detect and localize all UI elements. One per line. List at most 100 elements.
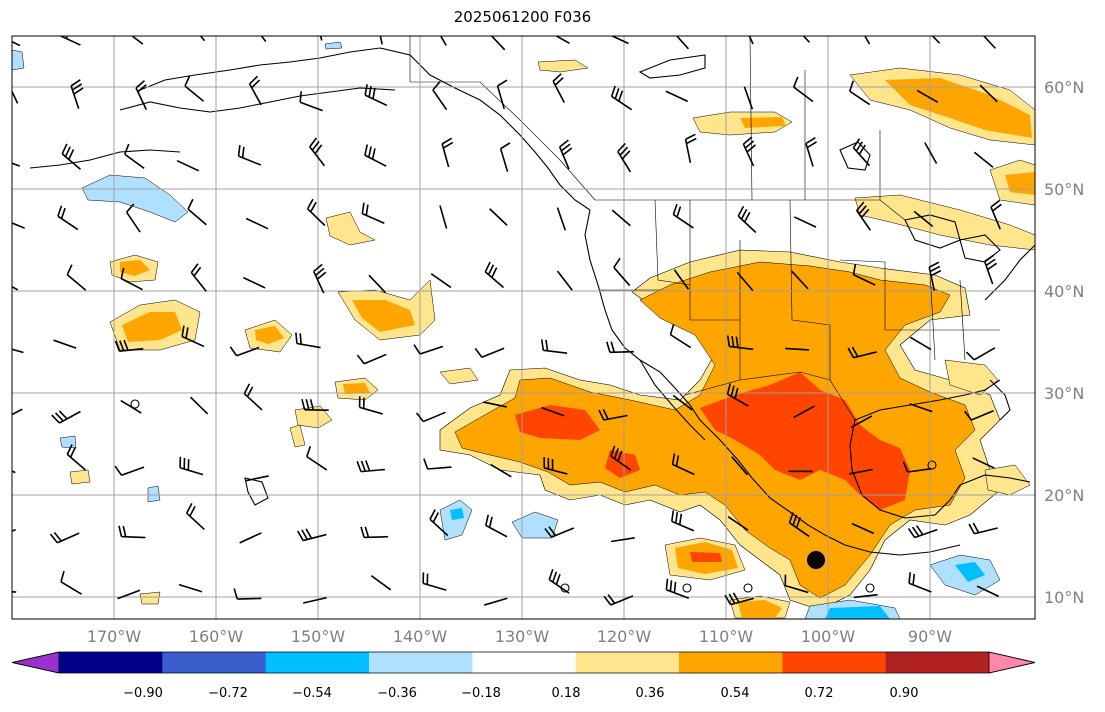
wind-barb-icon [610,85,633,111]
wind-barb-icon [125,203,141,233]
wind-barb-icon [51,410,81,424]
anomaly-area-weak [854,194,1035,251]
wind-barb-icon [665,90,689,103]
wind-barb-icon [485,514,508,538]
lat-label: 20°N [1044,486,1084,505]
wind-barb-icon [990,199,1002,230]
wind-barb-icon [675,36,689,50]
colorbar-label: −0.36 [377,686,417,701]
wind-barb-icon [792,76,814,103]
wind-barb-icon [556,270,573,291]
map-title: 2025061200 F036 [453,8,592,26]
wind-barb-icon [484,597,508,606]
wind-barb-icon [243,276,266,289]
wind-barb-icon [429,509,449,537]
colorbar-segment [369,652,473,673]
wind-barb-icon [422,572,447,591]
anomaly-area-strong [690,552,722,562]
wind-barb-icon [669,323,692,349]
lon-label: 130°W [495,627,550,646]
anomaly-area-negative-strong [825,606,890,619]
wind-barb-icon [306,445,328,471]
wind-barb-icon [190,263,207,292]
wind-barb-icon [540,339,568,354]
wind-barb-icon [908,572,932,593]
wind-barb-icon [295,332,321,349]
wind-barb-icon [439,36,447,46]
wind-barb-icon [742,136,756,167]
wind-barb-icon [309,137,326,167]
wind-barb-icon [114,339,144,353]
wind-barb-icon [665,578,690,600]
wind-barb-icon [186,503,205,531]
wind-barb-icon [432,81,448,111]
latitude-labels: 60°N 50°N 40°N 30°N 20°N 10°N [1044,78,1084,607]
wind-barb-icon [973,151,994,168]
colorbar-segment [472,652,577,673]
colorbar-label: 0.90 [890,686,919,701]
wind-barb-icon [982,36,996,49]
anomaly-area-moderate [740,117,786,128]
lon-label: 140°W [393,627,448,646]
colorbar-label: 0.36 [636,686,665,701]
anomaly-area-negative [59,435,77,449]
wind-barb-icon [724,592,754,606]
wind-barb-icon [737,206,757,234]
wind-barb-icon [260,36,267,43]
wind-barb-icon [902,461,932,473]
colorbar-segment [59,652,163,673]
anomaly-area-weak [289,424,306,448]
lon-label: 90°W [908,627,952,646]
wind-barb-icon [364,84,388,107]
anomaly-area-strong [515,405,600,440]
wind-barb-icon [496,79,508,110]
anomaly-area-moderate [120,260,150,276]
wind-barb-icon [802,36,810,43]
wind-barb-icon [726,335,754,351]
wind-barb-icon [66,264,87,291]
colorbar-label: −0.54 [292,686,332,701]
wind-barb-icon [916,89,939,104]
anomaly-area-moderate [343,383,370,394]
anomaly-area-weak [69,469,91,485]
wind-barb-icon [907,525,938,539]
wind-barb-icon [924,142,938,164]
anomaly-area-weak [325,211,376,246]
anomaly-area-weak [439,367,479,385]
wind-barb-icon [490,463,512,478]
map-panel [12,36,1035,619]
wind-barb-icon [356,353,387,365]
wind-barb-icon [983,254,998,285]
wind-barb-icon [12,285,19,291]
wind-barb-icon [499,142,511,172]
wind-barb-icon [672,394,693,411]
anomaly-area-weak [984,464,1031,496]
wind-barb-icon [736,271,754,292]
wind-barb-icon [617,142,632,173]
wind-barb-icon [484,261,505,289]
wind-barb-icon [483,401,507,408]
wind-barb-icon [541,406,565,417]
wind-barb-icon [243,383,263,411]
wind-barb-icon [12,222,25,229]
wind-barb-icon [70,79,84,109]
wind-barb-icon [358,396,383,415]
wind-barb-icon [61,143,82,170]
wind-barb-icon [306,198,326,227]
anomaly-area-weak [294,405,333,429]
colorbar-extend-high [988,651,1036,674]
lon-label: 120°W [597,627,652,646]
anomaly-area-weak [139,591,161,605]
land-outlines [29,47,1035,593]
wind-barb-icon [179,456,204,476]
anomaly-area-negative-strong [450,508,464,520]
colorbar-segment [575,652,680,673]
wind-barb-icon [245,217,269,230]
wind-barb-icon [670,510,695,532]
wind-barb-icon [852,138,871,167]
colorbar-outline [11,651,1036,674]
wind-barb-icon [12,162,21,167]
wind-barb-icon [606,341,634,354]
wind-barb-icon [319,36,323,41]
storm-marker-icon [807,551,825,569]
